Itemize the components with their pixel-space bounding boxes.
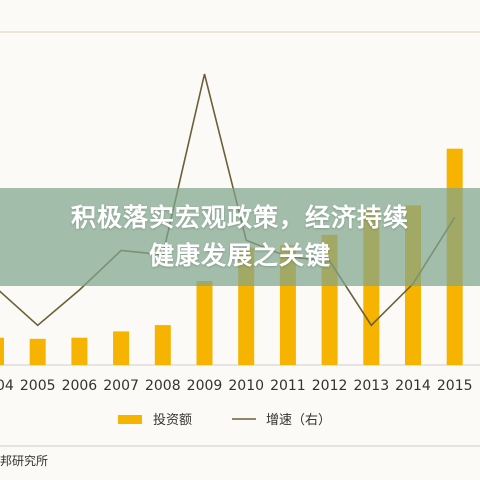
headline-line-1: 积极落实宏观政策，经济持续	[70, 203, 409, 232]
bar-2006	[71, 337, 88, 365]
growth-line	[0, 73, 456, 327]
x-tick-2014: 2014	[395, 378, 431, 394]
x-tick-2004: 2004	[0, 378, 14, 394]
x-tick-labels: 2004 2005 2006 2007 2008 2009 2010 2011 2012 2013…	[0, 378, 473, 394]
bar-2005	[29, 338, 46, 366]
x-tick-2013: 2013	[353, 378, 389, 394]
x-tick-2011: 2011	[270, 378, 306, 394]
bar-2004	[0, 337, 4, 365]
legend-bar-label: 投资额	[153, 412, 192, 428]
legend-bar-swatch	[118, 415, 142, 424]
headline-overlay: 积极落实宏观政策，经济持续 健康发展之关键	[0, 188, 480, 286]
x-tick-2008: 2008	[145, 378, 181, 394]
x-tick-2012: 2012	[312, 378, 348, 394]
x-tick-2007: 2007	[103, 378, 139, 394]
bar-2008	[154, 325, 171, 365]
bar-2009	[196, 281, 213, 365]
legend: 投资额 增速（右）	[118, 412, 331, 428]
x-tick-2010: 2010	[228, 378, 264, 394]
x-tick-2006: 2006	[62, 378, 98, 394]
x-tick-2009: 2009	[187, 378, 223, 394]
legend-line-label: 增速（右）	[266, 413, 331, 428]
source-credit: 邦研究所	[0, 454, 49, 468]
x-tick-2005: 2005	[20, 378, 56, 394]
bar-2007	[113, 331, 130, 365]
headline-line-2: 健康发展之关键	[148, 241, 331, 270]
x-tick-2015: 2015	[437, 378, 473, 394]
